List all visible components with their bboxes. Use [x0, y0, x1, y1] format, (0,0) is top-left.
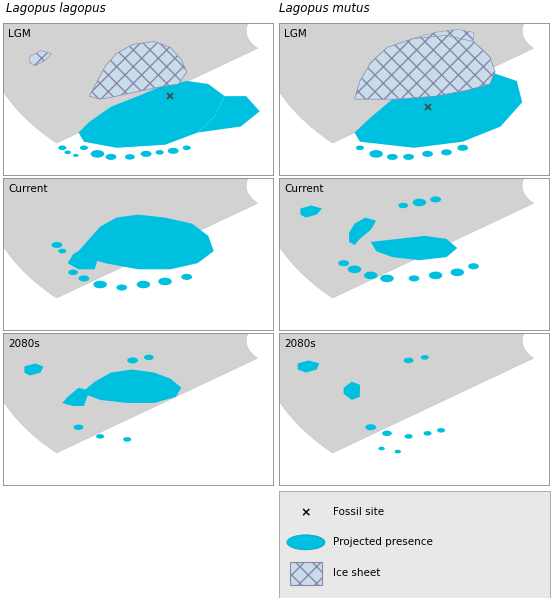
Text: Projected presence: Projected presence: [333, 538, 433, 547]
Circle shape: [58, 145, 66, 150]
Text: LGM: LGM: [284, 29, 307, 39]
Circle shape: [408, 275, 420, 282]
Circle shape: [437, 428, 445, 432]
Circle shape: [80, 145, 88, 150]
Circle shape: [378, 447, 385, 450]
Polygon shape: [349, 218, 376, 245]
Polygon shape: [354, 72, 522, 148]
Polygon shape: [0, 93, 258, 298]
Polygon shape: [62, 388, 89, 406]
Polygon shape: [0, 0, 258, 143]
Circle shape: [338, 260, 349, 266]
Circle shape: [441, 150, 452, 155]
Polygon shape: [344, 382, 360, 400]
Circle shape: [468, 263, 479, 269]
Circle shape: [364, 271, 378, 279]
Polygon shape: [68, 245, 100, 269]
Polygon shape: [198, 96, 260, 133]
Polygon shape: [30, 51, 51, 66]
Polygon shape: [78, 81, 225, 148]
Circle shape: [287, 535, 325, 550]
Circle shape: [156, 150, 164, 155]
Circle shape: [422, 151, 433, 157]
Text: 2080s: 2080s: [8, 339, 40, 349]
Circle shape: [137, 280, 150, 288]
Circle shape: [123, 437, 131, 442]
Polygon shape: [78, 215, 214, 269]
Circle shape: [405, 434, 413, 439]
Polygon shape: [260, 93, 534, 298]
Polygon shape: [260, 248, 534, 453]
Circle shape: [395, 450, 401, 453]
Circle shape: [348, 266, 361, 273]
Polygon shape: [0, 248, 258, 453]
Circle shape: [450, 269, 464, 276]
Circle shape: [78, 275, 89, 282]
Circle shape: [65, 151, 71, 154]
Polygon shape: [84, 370, 181, 403]
Polygon shape: [89, 41, 187, 99]
Polygon shape: [298, 361, 319, 373]
Circle shape: [158, 277, 172, 285]
Circle shape: [457, 145, 468, 151]
Polygon shape: [24, 364, 43, 376]
Circle shape: [380, 274, 394, 282]
Polygon shape: [300, 206, 322, 218]
Text: LGM: LGM: [8, 29, 31, 39]
Circle shape: [399, 203, 408, 208]
Text: Lagopus lagopus: Lagopus lagopus: [6, 2, 105, 14]
Circle shape: [430, 196, 441, 203]
Circle shape: [382, 431, 392, 436]
Text: Current: Current: [284, 184, 323, 194]
Circle shape: [93, 280, 107, 288]
Circle shape: [105, 154, 116, 160]
Circle shape: [404, 358, 413, 363]
Circle shape: [116, 285, 127, 291]
Circle shape: [127, 358, 138, 364]
Circle shape: [413, 199, 426, 206]
Polygon shape: [371, 236, 457, 260]
Text: Lagopus mutus: Lagopus mutus: [279, 2, 369, 14]
Circle shape: [73, 154, 78, 157]
Circle shape: [68, 270, 78, 275]
Circle shape: [58, 249, 66, 254]
Circle shape: [369, 150, 383, 158]
Circle shape: [144, 355, 153, 360]
Circle shape: [429, 271, 442, 279]
Text: ×: ×: [301, 506, 311, 519]
Circle shape: [403, 154, 414, 160]
Circle shape: [168, 148, 179, 154]
Circle shape: [96, 434, 104, 439]
Polygon shape: [354, 35, 495, 99]
Circle shape: [91, 150, 104, 158]
Text: Fossil site: Fossil site: [333, 507, 384, 517]
Circle shape: [181, 274, 192, 280]
Circle shape: [51, 242, 62, 248]
Circle shape: [387, 154, 398, 160]
Circle shape: [125, 154, 135, 160]
Circle shape: [73, 425, 83, 430]
Circle shape: [421, 355, 429, 359]
Circle shape: [365, 424, 376, 431]
Text: Ice sheet: Ice sheet: [333, 568, 380, 578]
Polygon shape: [260, 0, 534, 143]
Circle shape: [183, 145, 191, 150]
Circle shape: [356, 145, 364, 150]
Text: 2080s: 2080s: [284, 339, 316, 349]
Text: Current: Current: [8, 184, 47, 194]
Circle shape: [423, 431, 432, 435]
Circle shape: [141, 151, 151, 157]
Polygon shape: [414, 29, 474, 41]
Bar: [290, 562, 322, 585]
